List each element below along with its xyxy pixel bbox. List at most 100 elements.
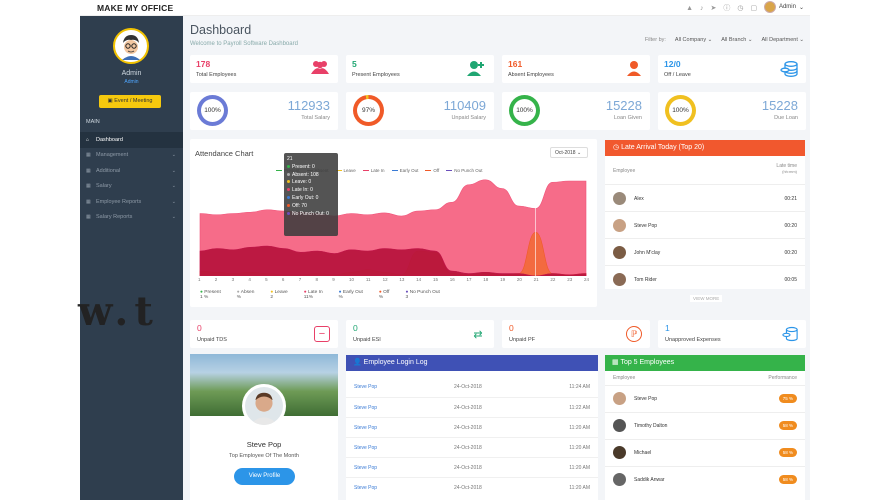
unpaid-salary-card[interactable]: 97% 110409 Unpaid Salary <box>346 92 494 130</box>
list-item[interactable]: Saddik Anwar 58 % <box>605 466 805 493</box>
unapproved-expenses-card[interactable]: 1 Unapproved Expenses <box>658 320 806 348</box>
list-item[interactable]: John M'clay 00:20 <box>605 238 805 265</box>
department-filter[interactable]: All Department ⌄ <box>761 37 804 43</box>
table-row[interactable]: Steve Pop 24-Oct-2018 11:20 AM <box>346 457 598 477</box>
legend-item[interactable]: Off <box>425 168 439 173</box>
column-header: Employee <box>613 168 636 174</box>
loan-given-card[interactable]: 100% 15228 Loan Given <box>502 92 650 130</box>
salary-label: Due Loan <box>774 115 798 121</box>
grid-icon: ▦ <box>86 198 91 205</box>
clock-icon: ◷ <box>613 144 622 151</box>
legend-item[interactable]: Early Out <box>391 168 418 173</box>
tooltip-row: Leave: 0 <box>287 179 335 187</box>
list-item[interactable]: Timothy Dalton 58 % <box>605 412 805 439</box>
x-tick-label: 21 <box>533 277 539 282</box>
unpaid-tds-card[interactable]: 0 Unpaid TDS − <box>190 320 338 348</box>
x-tick-label: 16 <box>449 277 455 282</box>
stat-card-total-employees[interactable]: 178 Total Employees <box>190 55 338 83</box>
sidebar-item-dashboard[interactable]: ⌂ Dashboard <box>80 132 183 148</box>
unpaid-esi-card[interactable]: 0 Unpaid ESI ⇄ <box>346 320 494 348</box>
footer-stat: ● Early Out% <box>338 290 363 300</box>
unpaid-pf-card[interactable]: 0 Unpaid PF ℙ <box>502 320 650 348</box>
list-item[interactable]: Steve Pop 00:20 <box>605 211 805 238</box>
calendar-icon: ▣ <box>107 98 115 104</box>
salary-value: 112933 <box>287 98 330 113</box>
chart-footer-stats: ● Present 1 % ● Absen% ● Leave 2 ● Late In… <box>200 290 490 300</box>
legend-item[interactable]: Leave <box>335 168 356 173</box>
clock-icon[interactable]: ◷ <box>737 5 744 12</box>
month-select[interactable]: Oct-2018 ⌄ <box>550 147 588 158</box>
table-row[interactable]: Steve Pop 24-Oct-2018 11:22 AM <box>346 397 598 417</box>
list-item[interactable]: Alex 00:21 <box>605 184 805 211</box>
table-row[interactable]: Steve Pop 24-Oct-2018 11:24 AM <box>354 384 590 390</box>
x-tick-label: 11 <box>365 277 371 282</box>
x-tick-label: 19 <box>500 277 506 282</box>
branch-filter[interactable]: All Branch ⌄ <box>721 37 753 43</box>
grid-icon: ▦ <box>86 167 91 174</box>
chat-icon[interactable]: ▢ <box>750 5 758 12</box>
sidebar-item-label: Additional <box>96 167 121 174</box>
legend-item[interactable]: No Punch Out <box>446 168 483 173</box>
grid-icon: ▦ <box>612 359 621 366</box>
profile-photo[interactable] <box>242 384 286 428</box>
tooltip-day: 21 <box>287 156 293 162</box>
login-log-header: 👤 Employee Login Log <box>346 355 598 371</box>
top-employees-header: ▦ Top 5 Employees <box>605 355 805 371</box>
avatar <box>613 246 626 259</box>
list-item[interactable]: Tom Rider 00:05 <box>605 265 805 292</box>
progress-ring: 97% <box>353 95 384 126</box>
view-more-link[interactable]: VIEW MORE <box>690 295 723 302</box>
table-row[interactable]: Steve Pop 24-Oct-2018 11:20 AM <box>346 417 598 437</box>
sidebar-item-employee-reports[interactable]: ▦ Employee Reports ⌄ <box>80 194 183 210</box>
total-salary-card[interactable]: 100% 112933 Total Salary <box>190 92 338 130</box>
legend-item[interactable]: Late In <box>362 168 385 173</box>
list-item[interactable]: Steve Pop 75 % <box>605 385 805 412</box>
watermark-text: w.t <box>78 288 159 335</box>
coins-icon <box>780 60 798 81</box>
x-tick-label: 2 <box>214 277 218 282</box>
table-row[interactable]: Steve Pop 24-Oct-2018 11:20 AM <box>346 477 598 497</box>
salary-value: 15228 <box>605 98 642 113</box>
stat-card-present-employees[interactable]: 5 Present Employees <box>346 55 494 83</box>
sidebar-item-additional[interactable]: ▦ Additional ⌄ <box>80 163 183 179</box>
attendance-area-chart[interactable] <box>198 176 590 276</box>
user-plus-icon <box>466 60 486 79</box>
list-item[interactable]: Michael 58 % <box>605 439 805 466</box>
footer-stat: ● Present 1 % <box>200 290 221 300</box>
stat-card-absent-employees[interactable]: 161 Absent Employees <box>502 55 650 83</box>
users-icon <box>310 60 330 77</box>
sidebar-item-salary[interactable]: ▦ Salary ⌄ <box>80 179 183 195</box>
stat-card-off-leave[interactable]: 12/0 Off / Leave <box>658 55 806 83</box>
card-value: 0 <box>353 323 358 333</box>
card-label: Unpaid ESI <box>353 337 381 343</box>
sidebar-item-salary-reports[interactable]: ▦ Salary Reports ⌄ <box>80 210 183 226</box>
bell-icon[interactable]: ♪ <box>700 4 704 12</box>
salary-value: 15228 <box>761 98 798 113</box>
card-label: Unpaid PF <box>509 337 535 343</box>
company-filter[interactable]: All Company ⌄ <box>674 37 713 43</box>
avatar <box>613 473 626 486</box>
chart-tooltip: 21 Present: 0 Absent: 108 Leave: 0 Late … <box>284 153 338 236</box>
home-icon: ⌂ <box>86 136 90 143</box>
user-avatar[interactable] <box>113 28 149 64</box>
info-icon[interactable]: ⓘ <box>723 5 731 12</box>
event-button-label: Event / Meeting <box>114 98 153 104</box>
chevron-down-icon: ⌄ <box>171 198 176 205</box>
filter-label: Filter by: <box>644 37 666 43</box>
view-profile-button[interactable]: View Profile <box>234 468 295 485</box>
performance-badge: 75 % <box>778 394 797 403</box>
event-meeting-button[interactable]: ▣ Event / Meeting <box>99 95 161 108</box>
progress-ring: 100% <box>665 95 696 126</box>
table-row[interactable]: Steve Pop 24-Oct-2018 11:20 AM <box>346 437 598 457</box>
send-icon[interactable]: ➤ <box>710 5 717 12</box>
chevron-down-icon: ⌄ <box>171 214 176 221</box>
due-loan-card[interactable]: 100% 15228 Due Loan <box>658 92 806 130</box>
tooltip-row: Absent: 108 <box>287 172 335 180</box>
stat-label: Present Employees <box>352 72 400 78</box>
stat-label: Absent Employees <box>508 72 554 78</box>
series-area-late-in[interactable] <box>199 245 587 276</box>
admin-menu[interactable]: Admin ⌄ <box>763 1 804 13</box>
brand-logo[interactable]: MAKE MY OFFICE <box>97 3 174 13</box>
sidebar-item-management[interactable]: ▦ Management ⌄ <box>80 148 183 164</box>
warning-icon[interactable]: ▲ <box>686 4 694 12</box>
